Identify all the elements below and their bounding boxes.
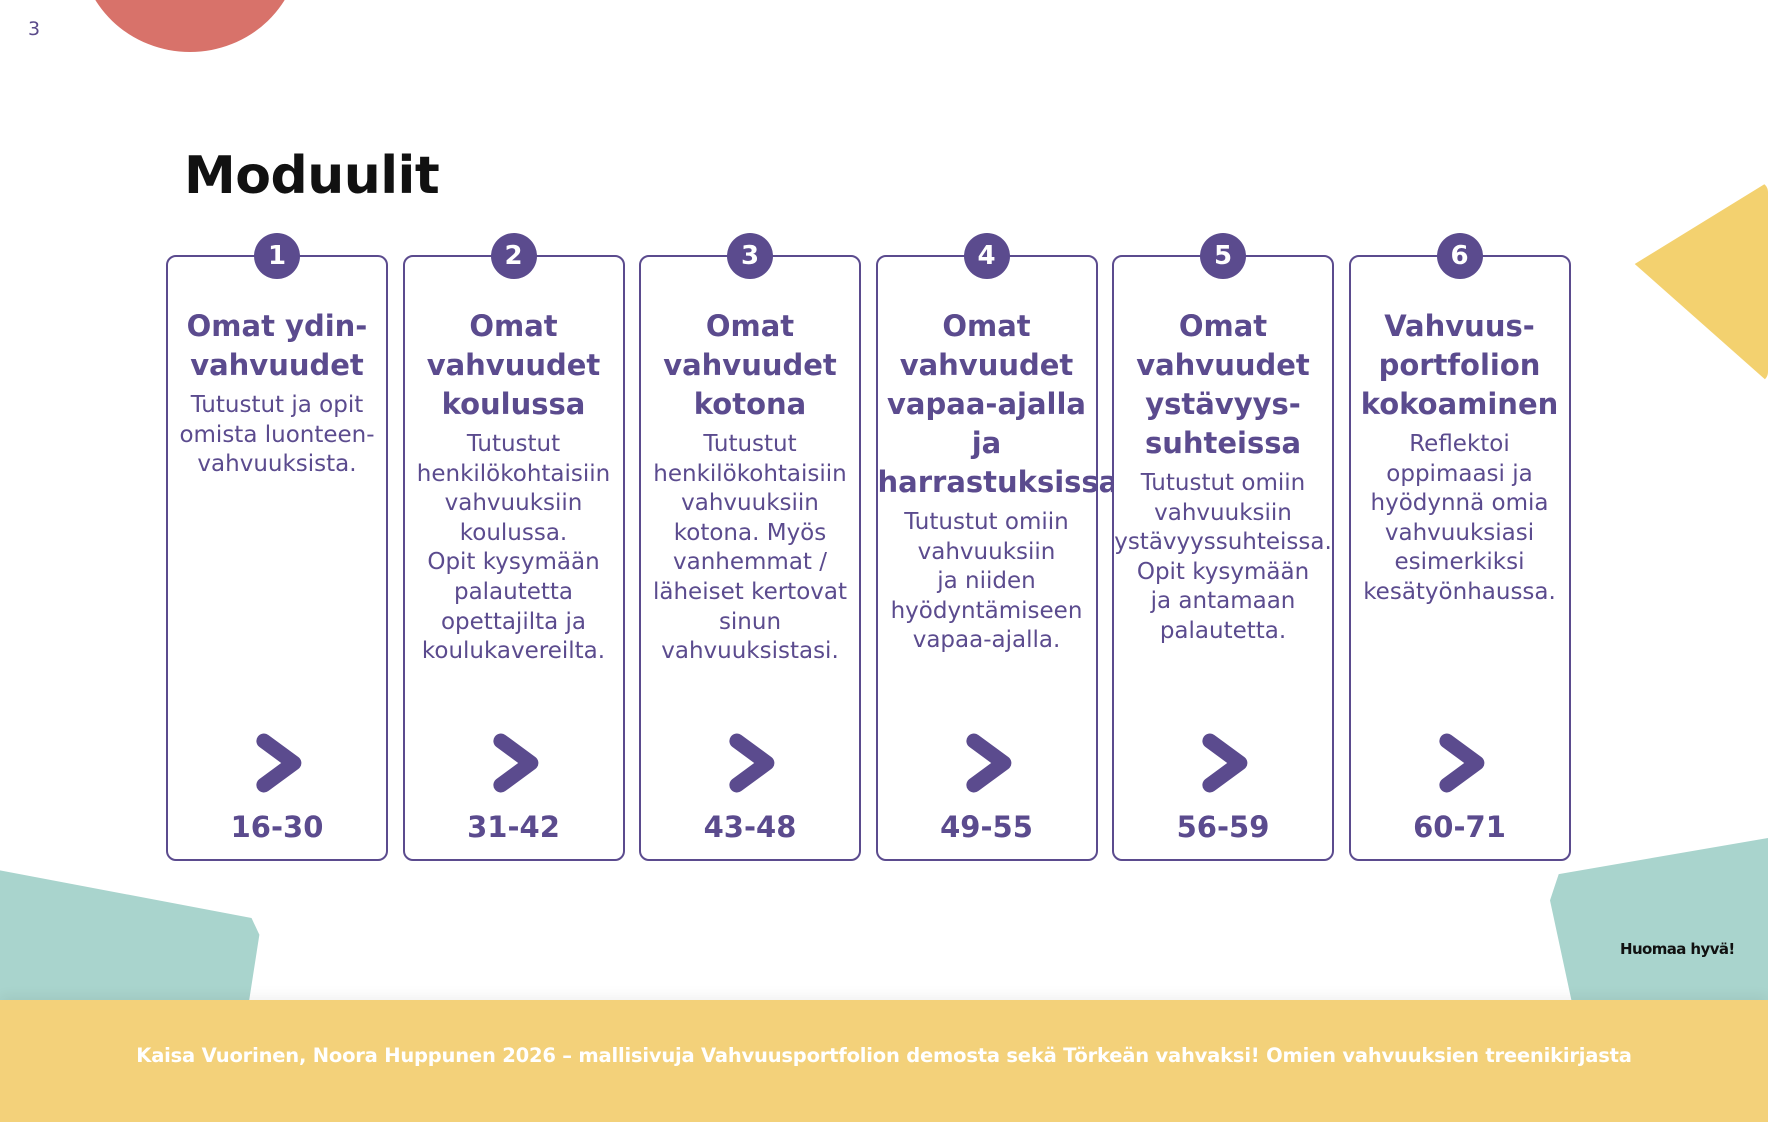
module-number-badge: 3 [727, 233, 773, 279]
module-page-range: 43-48 [703, 810, 797, 844]
module-number-badge: 4 [963, 233, 1010, 279]
module-text: Omat vahvuudet vapaa-ajalla ja harrastuk… [877, 307, 1119, 656]
module-text: Vahvuus- portfolion kokoaminen Reflektoi … [1351, 307, 1569, 608]
module-title: Omat ydin- vahvuudet [186, 309, 368, 382]
footer-credits: Kaisa Vuorinen, Noora Huppunen 2026 – ma… [136, 1044, 1632, 1067]
module-card: 6 Vahvuus- portfolion kokoaminen Reflektoi… [1348, 233, 1571, 861]
module-page-range: 31-42 [467, 810, 560, 844]
module-card: 2 Omat vahvuudet koulussa Tutustut henkilö… [402, 233, 625, 861]
module-card: 1 Omat ydin- vahvuudet Tutustut ja opit om… [166, 233, 388, 861]
module-number-badge: 6 [1436, 233, 1483, 279]
module-page-range: 49-55 [940, 810, 1033, 844]
module-page-range: 16-30 [230, 810, 324, 844]
module-description: Tutustut henkilökohtaisiin vahvuuksiin k… [653, 431, 847, 665]
chevron-right-icon [256, 733, 302, 793]
module-title: Omat vahvuudet ystävyys- suhteissa [1136, 309, 1310, 460]
chevron-right-icon [965, 733, 1011, 793]
module-card: 4 Omat vahvuudet vapaa-ajalla ja harrastu… [875, 233, 1119, 861]
chevron-right-icon [492, 733, 538, 793]
module-card: 5 Omat vahvuudet ystävyys- suhteissa Tutus… [1112, 233, 1334, 861]
module-description: Tutustut omiin vahvuuksiin ystävyyssuhte… [1114, 470, 1332, 644]
module-description: Tutustut henkilökohtaisiin vahvuuksiin k… [416, 431, 611, 665]
page-number: 3 [28, 18, 41, 40]
module-text: Omat ydin- vahvuudet Tutustut ja opit omi… [168, 307, 386, 480]
page-title: Moduulit [184, 146, 440, 206]
module-title: Omat vahvuudet koulussa [426, 309, 601, 421]
module-title: Vahvuus- portfolion kokoaminen [1360, 309, 1559, 421]
module-number-badge: 2 [490, 233, 537, 279]
decorative-yellow-shape [1634, 182, 1768, 382]
chevron-right-icon [1202, 733, 1248, 793]
module-description: Tutustut ja opit omista luonteen- vahvuu… [179, 392, 375, 478]
module-number-badge: 5 [1200, 233, 1246, 279]
module-text: Omat vahvuudet kotona Tutustut henkilökoh… [641, 307, 859, 667]
brand-logo: Huomaa hyvä! [1620, 940, 1735, 958]
module-text: Omat vahvuudet koulussa Tutustut henkilök… [405, 307, 623, 667]
chevron-right-icon [729, 733, 775, 793]
module-page-range: 56-59 [1176, 810, 1270, 844]
module-description: Tutustut omiin vahvuuksiin ja niiden hyö… [890, 509, 1083, 654]
decorative-teal-shape-left [0, 870, 260, 1002]
decorative-teal-shape-right [1550, 838, 1768, 1002]
footer-band [0, 1000, 1768, 1122]
module-page-range: 60-71 [1413, 810, 1506, 844]
module-title: Omat vahvuudet vapaa-ajalla ja harrastuk… [877, 309, 1119, 499]
module-number-badge: 1 [254, 233, 300, 279]
module-description: Reflektoi oppimaasi ja hyödynnä omia vah… [1363, 431, 1556, 605]
module-text: Omat vahvuudet ystävyys- suhteissa Tutust… [1114, 307, 1332, 647]
decorative-coral-circle [80, 0, 300, 52]
chevron-right-icon [1438, 733, 1484, 793]
module-card: 3 Omat vahvuudet kotona Tutustut henkilöko… [639, 233, 861, 861]
module-title: Omat vahvuudet kotona [663, 309, 837, 421]
